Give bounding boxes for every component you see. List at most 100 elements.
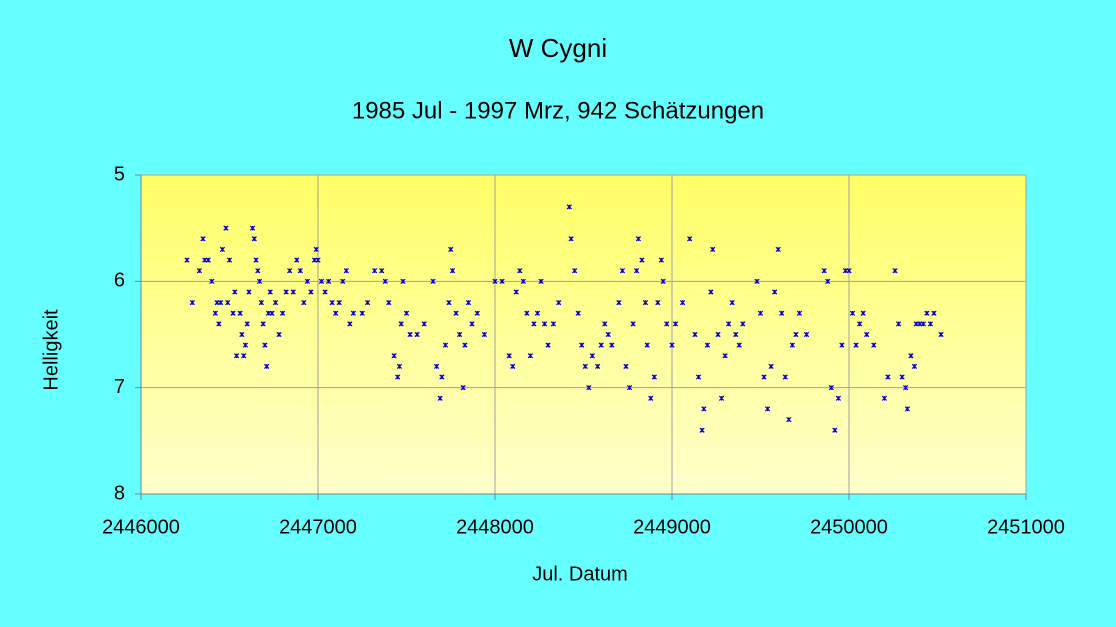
point — [239, 331, 245, 338]
point — [460, 385, 466, 391]
point — [821, 268, 827, 274]
point — [251, 236, 257, 242]
point — [446, 299, 452, 306]
point — [825, 278, 831, 284]
point — [664, 321, 670, 327]
point — [267, 289, 273, 295]
point — [726, 321, 732, 327]
point — [722, 353, 728, 359]
point — [325, 278, 332, 284]
point — [835, 395, 842, 401]
point — [364, 299, 371, 306]
point — [626, 385, 633, 391]
point — [619, 268, 626, 274]
chart-subtitle: 1985 Jul - 1997 Mrz, 942 Schätzungen — [352, 97, 764, 124]
point — [513, 289, 519, 295]
point — [469, 321, 475, 327]
point — [699, 427, 705, 433]
point — [474, 310, 480, 316]
point — [903, 385, 909, 391]
point — [340, 278, 346, 284]
point — [772, 289, 778, 295]
point — [531, 321, 537, 327]
point — [184, 257, 190, 263]
point — [595, 363, 601, 370]
point — [630, 321, 636, 327]
point — [189, 299, 195, 306]
point — [892, 268, 898, 274]
point — [256, 278, 263, 284]
point — [308, 289, 314, 295]
point — [609, 342, 615, 348]
point — [403, 310, 410, 316]
point — [895, 321, 902, 327]
point — [262, 342, 268, 348]
point — [439, 374, 445, 380]
point — [322, 289, 328, 295]
point — [313, 246, 319, 253]
point — [301, 299, 307, 306]
point — [708, 289, 714, 295]
point — [462, 342, 468, 348]
point — [754, 278, 760, 284]
point — [290, 289, 296, 295]
point — [448, 246, 454, 253]
point — [329, 299, 335, 306]
point — [669, 342, 675, 348]
y-tick-label: 8 — [114, 482, 125, 504]
point — [589, 353, 595, 359]
point — [710, 246, 716, 253]
point — [648, 395, 654, 401]
point — [297, 268, 303, 274]
point — [856, 321, 863, 327]
point — [315, 257, 321, 263]
point — [242, 342, 249, 348]
point — [253, 257, 259, 263]
point — [701, 406, 707, 412]
point — [598, 342, 604, 348]
point — [764, 406, 771, 412]
point — [318, 278, 325, 284]
point — [223, 225, 229, 231]
point — [258, 299, 264, 306]
point — [499, 278, 505, 284]
point — [718, 395, 725, 401]
y-tick-label: 7 — [114, 376, 125, 398]
y-axis-label: Helligkeit — [40, 309, 62, 391]
x-tick-label: 2447000 — [279, 516, 357, 538]
point — [828, 385, 834, 391]
point — [510, 363, 516, 370]
point — [695, 374, 702, 380]
point — [437, 395, 443, 401]
point — [736, 342, 742, 348]
point — [283, 289, 289, 295]
point — [481, 331, 488, 338]
point — [938, 331, 944, 338]
point — [237, 310, 243, 316]
point — [846, 268, 852, 274]
point — [226, 257, 233, 263]
point — [658, 257, 665, 263]
point — [241, 353, 247, 359]
point — [920, 321, 926, 327]
x-tick-label: 2448000 — [456, 516, 534, 538]
point — [205, 257, 211, 263]
point — [651, 374, 657, 380]
point — [279, 310, 286, 316]
point — [333, 310, 339, 316]
x-tick-label: 2451000 — [987, 516, 1065, 538]
point — [430, 278, 436, 284]
point — [586, 385, 592, 391]
point — [492, 278, 498, 284]
point — [639, 257, 645, 263]
point — [775, 246, 781, 253]
point — [927, 321, 934, 327]
point — [692, 331, 698, 338]
point — [832, 427, 838, 433]
point — [442, 342, 449, 348]
point — [350, 310, 357, 316]
point — [616, 299, 622, 306]
point — [793, 331, 799, 338]
point — [520, 278, 526, 284]
point — [871, 342, 877, 348]
